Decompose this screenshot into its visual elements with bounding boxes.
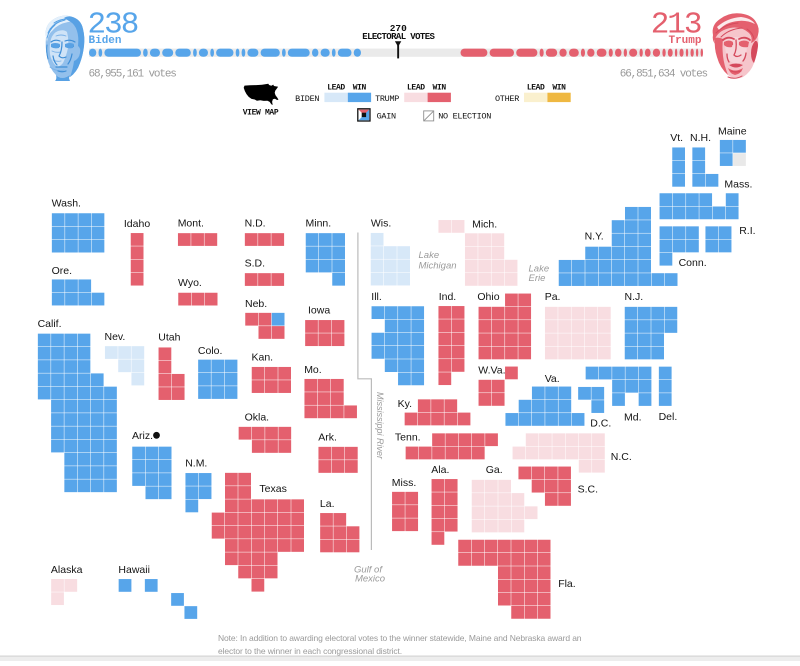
svg-text:LEAD: LEAD: [527, 84, 545, 93]
svg-text:Ark.: Ark.: [318, 432, 337, 444]
svg-text:213: 213: [651, 8, 701, 43]
svg-text:N.J.: N.J.: [625, 291, 644, 303]
svg-text:Tenn.: Tenn.: [395, 432, 421, 444]
svg-text:Ariz.: Ariz.: [132, 430, 153, 442]
svg-text:Neb.: Neb.: [245, 298, 267, 310]
svg-text:Miss.: Miss.: [392, 477, 417, 489]
svg-text:Hawaii: Hawaii: [118, 564, 150, 576]
svg-text:Ga.: Ga.: [486, 464, 503, 476]
svg-text:N.D.: N.D.: [245, 218, 266, 230]
svg-text:Colo.: Colo.: [198, 345, 223, 357]
svg-text:Ore.: Ore.: [52, 265, 72, 277]
svg-text:Vt.: Vt.: [670, 132, 683, 144]
svg-text:TRUMP: TRUMP: [375, 94, 399, 104]
svg-text:W.Va.: W.Va.: [478, 365, 505, 377]
svg-text:elector to the winner in each: elector to the winner in each congressio…: [218, 646, 402, 656]
svg-text:D.C.: D.C.: [590, 418, 611, 430]
svg-text:Mo.: Mo.: [304, 364, 322, 376]
svg-text:68,955,161 votes: 68,955,161 votes: [89, 69, 177, 81]
svg-text:Alaska: Alaska: [51, 564, 83, 576]
svg-text:Fla.: Fla.: [558, 578, 576, 590]
svg-text:Md.: Md.: [624, 412, 642, 424]
svg-text:Wash.: Wash.: [52, 198, 81, 210]
svg-text:Mississippi River: Mississippi River: [375, 392, 385, 460]
svg-text:Michigan: Michigan: [419, 260, 457, 271]
svg-text:Ill.: Ill.: [371, 291, 382, 303]
svg-text:N.C.: N.C.: [611, 451, 632, 463]
svg-text:LEAD: LEAD: [327, 84, 345, 93]
svg-text:GAIN: GAIN: [377, 112, 396, 122]
svg-text:Erie: Erie: [529, 273, 546, 284]
svg-text:S.C.: S.C.: [578, 484, 598, 496]
svg-text:VIEW MAP: VIEW MAP: [243, 109, 279, 118]
svg-text:Calif.: Calif.: [38, 318, 62, 330]
svg-text:Mich.: Mich.: [472, 219, 497, 231]
svg-text:Minn.: Minn.: [306, 218, 332, 230]
svg-text:La.: La.: [320, 498, 335, 510]
svg-text:Mont.: Mont.: [178, 218, 204, 230]
svg-text:Mass.: Mass.: [724, 179, 752, 191]
svg-text:Idaho: Idaho: [124, 218, 150, 230]
svg-text:Lake: Lake: [529, 264, 550, 275]
svg-text:LEAD: LEAD: [407, 84, 425, 93]
svg-text:Pa.: Pa.: [545, 291, 561, 303]
svg-text:NO ELECTION: NO ELECTION: [438, 112, 491, 122]
svg-text:Trump: Trump: [668, 35, 701, 47]
svg-text:N.Y.: N.Y.: [585, 231, 604, 243]
svg-text:ELECTORAL VOTES: ELECTORAL VOTES: [362, 32, 435, 42]
svg-text:Wyo.: Wyo.: [178, 277, 202, 289]
svg-text:N.M.: N.M.: [185, 458, 207, 470]
svg-text:Iowa: Iowa: [308, 305, 330, 317]
svg-text:238: 238: [88, 8, 138, 43]
svg-text:Ohio: Ohio: [477, 291, 499, 303]
svg-text:Ind.: Ind.: [439, 291, 457, 303]
svg-text:Texas: Texas: [259, 483, 286, 495]
svg-text:Kan.: Kan.: [252, 352, 274, 364]
svg-text:Ky.: Ky.: [398, 398, 412, 410]
svg-text:Mexico: Mexico: [355, 574, 385, 585]
svg-text:WIN: WIN: [433, 84, 447, 93]
svg-text:R.I.: R.I.: [739, 225, 755, 237]
svg-text:Nev.: Nev.: [105, 331, 126, 343]
svg-text:Gulf of: Gulf of: [354, 565, 383, 576]
svg-text:S.D.: S.D.: [245, 258, 265, 270]
svg-text:WIN: WIN: [353, 84, 367, 93]
svg-text:Utah: Utah: [158, 332, 180, 344]
svg-text:BIDEN: BIDEN: [295, 94, 319, 104]
svg-text:Conn.: Conn.: [679, 257, 707, 269]
svg-text:Biden: Biden: [89, 35, 122, 47]
svg-text:Lake: Lake: [419, 250, 440, 261]
svg-text:N.H.: N.H.: [690, 132, 711, 144]
svg-text:Maine: Maine: [718, 126, 747, 138]
svg-text:66,851,634 votes: 66,851,634 votes: [620, 69, 708, 81]
svg-text:OTHER: OTHER: [495, 94, 519, 104]
svg-text:WIN: WIN: [552, 84, 566, 93]
svg-text:Wis.: Wis.: [371, 218, 391, 230]
svg-text:Va.: Va.: [545, 373, 560, 385]
svg-text:Ala.: Ala.: [431, 464, 449, 476]
svg-text:Note: In addition to awarding: Note: In addition to awarding electoral …: [218, 633, 582, 643]
svg-text:270: 270: [390, 23, 407, 34]
svg-text:Del.: Del.: [659, 411, 678, 423]
svg-text:Okla.: Okla.: [245, 412, 270, 424]
